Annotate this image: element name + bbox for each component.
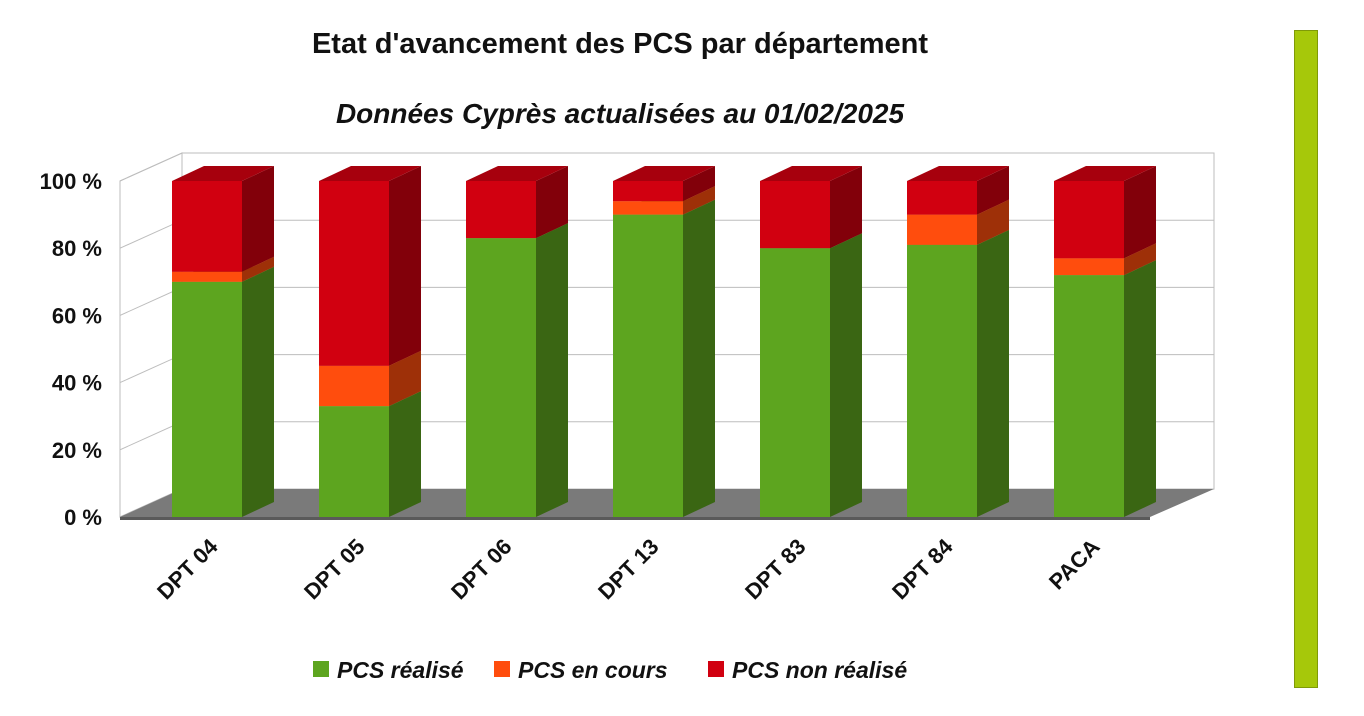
- bar-front: [466, 181, 536, 239]
- legend-swatch: [494, 661, 510, 677]
- bar-side: [830, 233, 862, 517]
- decorative-side-bar: [1294, 30, 1318, 688]
- bar-side: [242, 256, 274, 282]
- legend-label: PCS réalisé: [337, 657, 464, 683]
- floor-edge: [120, 517, 1150, 520]
- bar-segment: [319, 391, 421, 517]
- bar-segment: [319, 166, 421, 366]
- bar-side: [242, 266, 274, 517]
- x-tick-label: DPT 13: [593, 534, 663, 604]
- bar-side: [977, 199, 1009, 245]
- x-tick-label: DPT 84: [887, 533, 958, 604]
- bar-top: [613, 166, 715, 181]
- x-axis: DPT 04 DPT 05 DPT 06 DPT 13 DPT 83 DPT 84 PACA: [152, 533, 1104, 604]
- bar-side: [242, 166, 274, 272]
- bar-side: [683, 186, 715, 215]
- bar-segment: [760, 233, 862, 517]
- bar-segment: [172, 266, 274, 517]
- y-axis: 0 % 20 % 40 % 60 % 80 % 100 %: [40, 169, 102, 530]
- bar-front: [172, 271, 242, 282]
- bar-side: [536, 223, 568, 517]
- bar-segment: [907, 166, 1009, 215]
- bar-segment: [613, 166, 715, 202]
- y-tick-label: 60 %: [52, 303, 102, 328]
- bar-front: [760, 181, 830, 249]
- bar-front: [172, 281, 242, 517]
- x-tick-label: DPT 05: [299, 534, 369, 604]
- x-tick-label: DPT 06: [446, 534, 516, 604]
- x-tick-label: PACA: [1044, 534, 1105, 595]
- gridline: [119, 152, 1214, 182]
- y-tick-label: 20 %: [52, 438, 102, 463]
- bar-side: [683, 199, 715, 517]
- bar-side: [389, 166, 421, 366]
- bar-side: [536, 166, 568, 239]
- bar-segment: [1054, 260, 1156, 517]
- bar-front: [613, 201, 683, 215]
- bar-front: [613, 214, 683, 517]
- legend-swatch: [708, 661, 724, 677]
- bar-top: [760, 166, 862, 181]
- x-tick-label: DPT 83: [740, 534, 810, 604]
- bar-segment: [466, 223, 568, 517]
- bar-side: [977, 166, 1009, 215]
- y-tick-label: 40 %: [52, 371, 102, 396]
- bar-front: [1054, 181, 1124, 259]
- bar-side: [683, 166, 715, 202]
- legend-label: PCS en cours: [518, 657, 668, 683]
- bar-top: [319, 166, 421, 181]
- bar-top: [1054, 166, 1156, 181]
- bar-front: [319, 365, 389, 407]
- chart-subtitle: Données Cyprès actualisées au 01/02/2025: [336, 98, 905, 129]
- bar-front: [613, 181, 683, 202]
- y-tick-label: 80 %: [52, 236, 102, 261]
- bar-front: [907, 214, 977, 245]
- bar-top: [466, 166, 568, 181]
- bar-side: [389, 350, 421, 407]
- bar-front: [319, 181, 389, 366]
- x-tick-label: DPT 04: [152, 533, 223, 604]
- bar-side: [977, 229, 1009, 517]
- bar-front: [1054, 275, 1124, 517]
- bar-segment: [1054, 166, 1156, 259]
- chart-title: Etat d'avancement des PCS par départemen…: [312, 28, 928, 60]
- legend-item: PCS en cours: [494, 657, 668, 683]
- bar-side: [1124, 166, 1156, 259]
- bar-front: [172, 181, 242, 272]
- bar-segment: [760, 166, 862, 249]
- legend-label: PCS non réalisé: [732, 657, 907, 683]
- bar-segment: [172, 166, 274, 272]
- bar-side: [1124, 260, 1156, 517]
- bar-front: [760, 248, 830, 517]
- bar-front: [907, 181, 977, 215]
- y-tick-label: 100 %: [40, 169, 102, 194]
- bar-front: [319, 406, 389, 517]
- bars: [172, 166, 1156, 517]
- bar-side: [830, 166, 862, 249]
- bar-segment: [907, 229, 1009, 517]
- legend: PCS réalisé PCS en cours PCS non réalisé: [313, 657, 907, 683]
- bar-segment: [613, 199, 715, 517]
- bar-front: [907, 244, 977, 517]
- legend-item: PCS réalisé: [313, 657, 464, 683]
- legend-swatch: [313, 661, 329, 677]
- bar-segment: [466, 166, 568, 239]
- bar-side: [1124, 243, 1156, 276]
- bar-top: [172, 166, 274, 181]
- bar-front: [466, 238, 536, 517]
- y-tick-label: 0 %: [64, 505, 102, 530]
- bar-side: [389, 391, 421, 517]
- bar-top: [907, 166, 1009, 181]
- legend-item: PCS non réalisé: [708, 657, 907, 683]
- bar-front: [1054, 258, 1124, 276]
